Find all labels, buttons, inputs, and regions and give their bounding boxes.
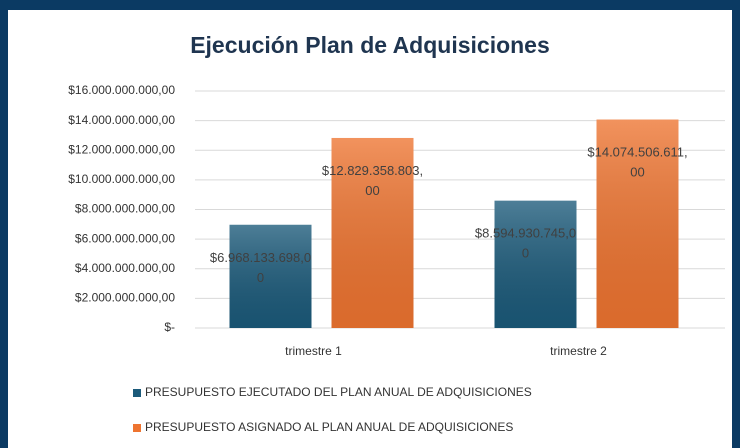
chart-title: Ejecución Plan de Adquisiciones	[190, 32, 550, 58]
y-tick-label: $12.000.000.000,00	[68, 142, 175, 156]
bar-shine	[494, 200, 577, 328]
legend-label: PRESUPUESTO EJECUTADO DEL PLAN ANUAL DE …	[145, 385, 532, 399]
y-tick-label: $6.000.000.000,00	[75, 231, 175, 245]
legend-swatch	[133, 389, 141, 397]
bar-shine	[596, 119, 679, 329]
y-tick-label: $-	[164, 320, 175, 334]
data-label: $12.829.358.803, 00	[322, 163, 423, 198]
x-tick-label: trimestre 1	[285, 344, 342, 358]
bar-shine	[229, 224, 312, 328]
y-tick-label: $14.000.000.000,00	[68, 113, 175, 127]
legend-label: PRESUPUESTO ASIGNADO AL PLAN ANUAL DE AD…	[145, 420, 513, 434]
y-tick-label: $10.000.000.000,00	[68, 172, 175, 186]
data-label: $14.074.506.611, 00	[587, 145, 687, 180]
legend-swatch	[133, 424, 141, 432]
data-label: $8.594.930.745,0 0	[475, 226, 576, 261]
y-tick-label: $16.000.000.000,00	[68, 83, 175, 97]
data-label: $6.968.133.698,0 0	[210, 250, 311, 285]
y-tick-label: $4.000.000.000,00	[75, 261, 175, 275]
y-tick-label: $8.000.000.000,00	[75, 202, 175, 216]
bar-shine	[331, 137, 414, 328]
y-tick-label: $2.000.000.000,00	[75, 291, 175, 305]
x-tick-label: trimestre 2	[550, 344, 607, 358]
